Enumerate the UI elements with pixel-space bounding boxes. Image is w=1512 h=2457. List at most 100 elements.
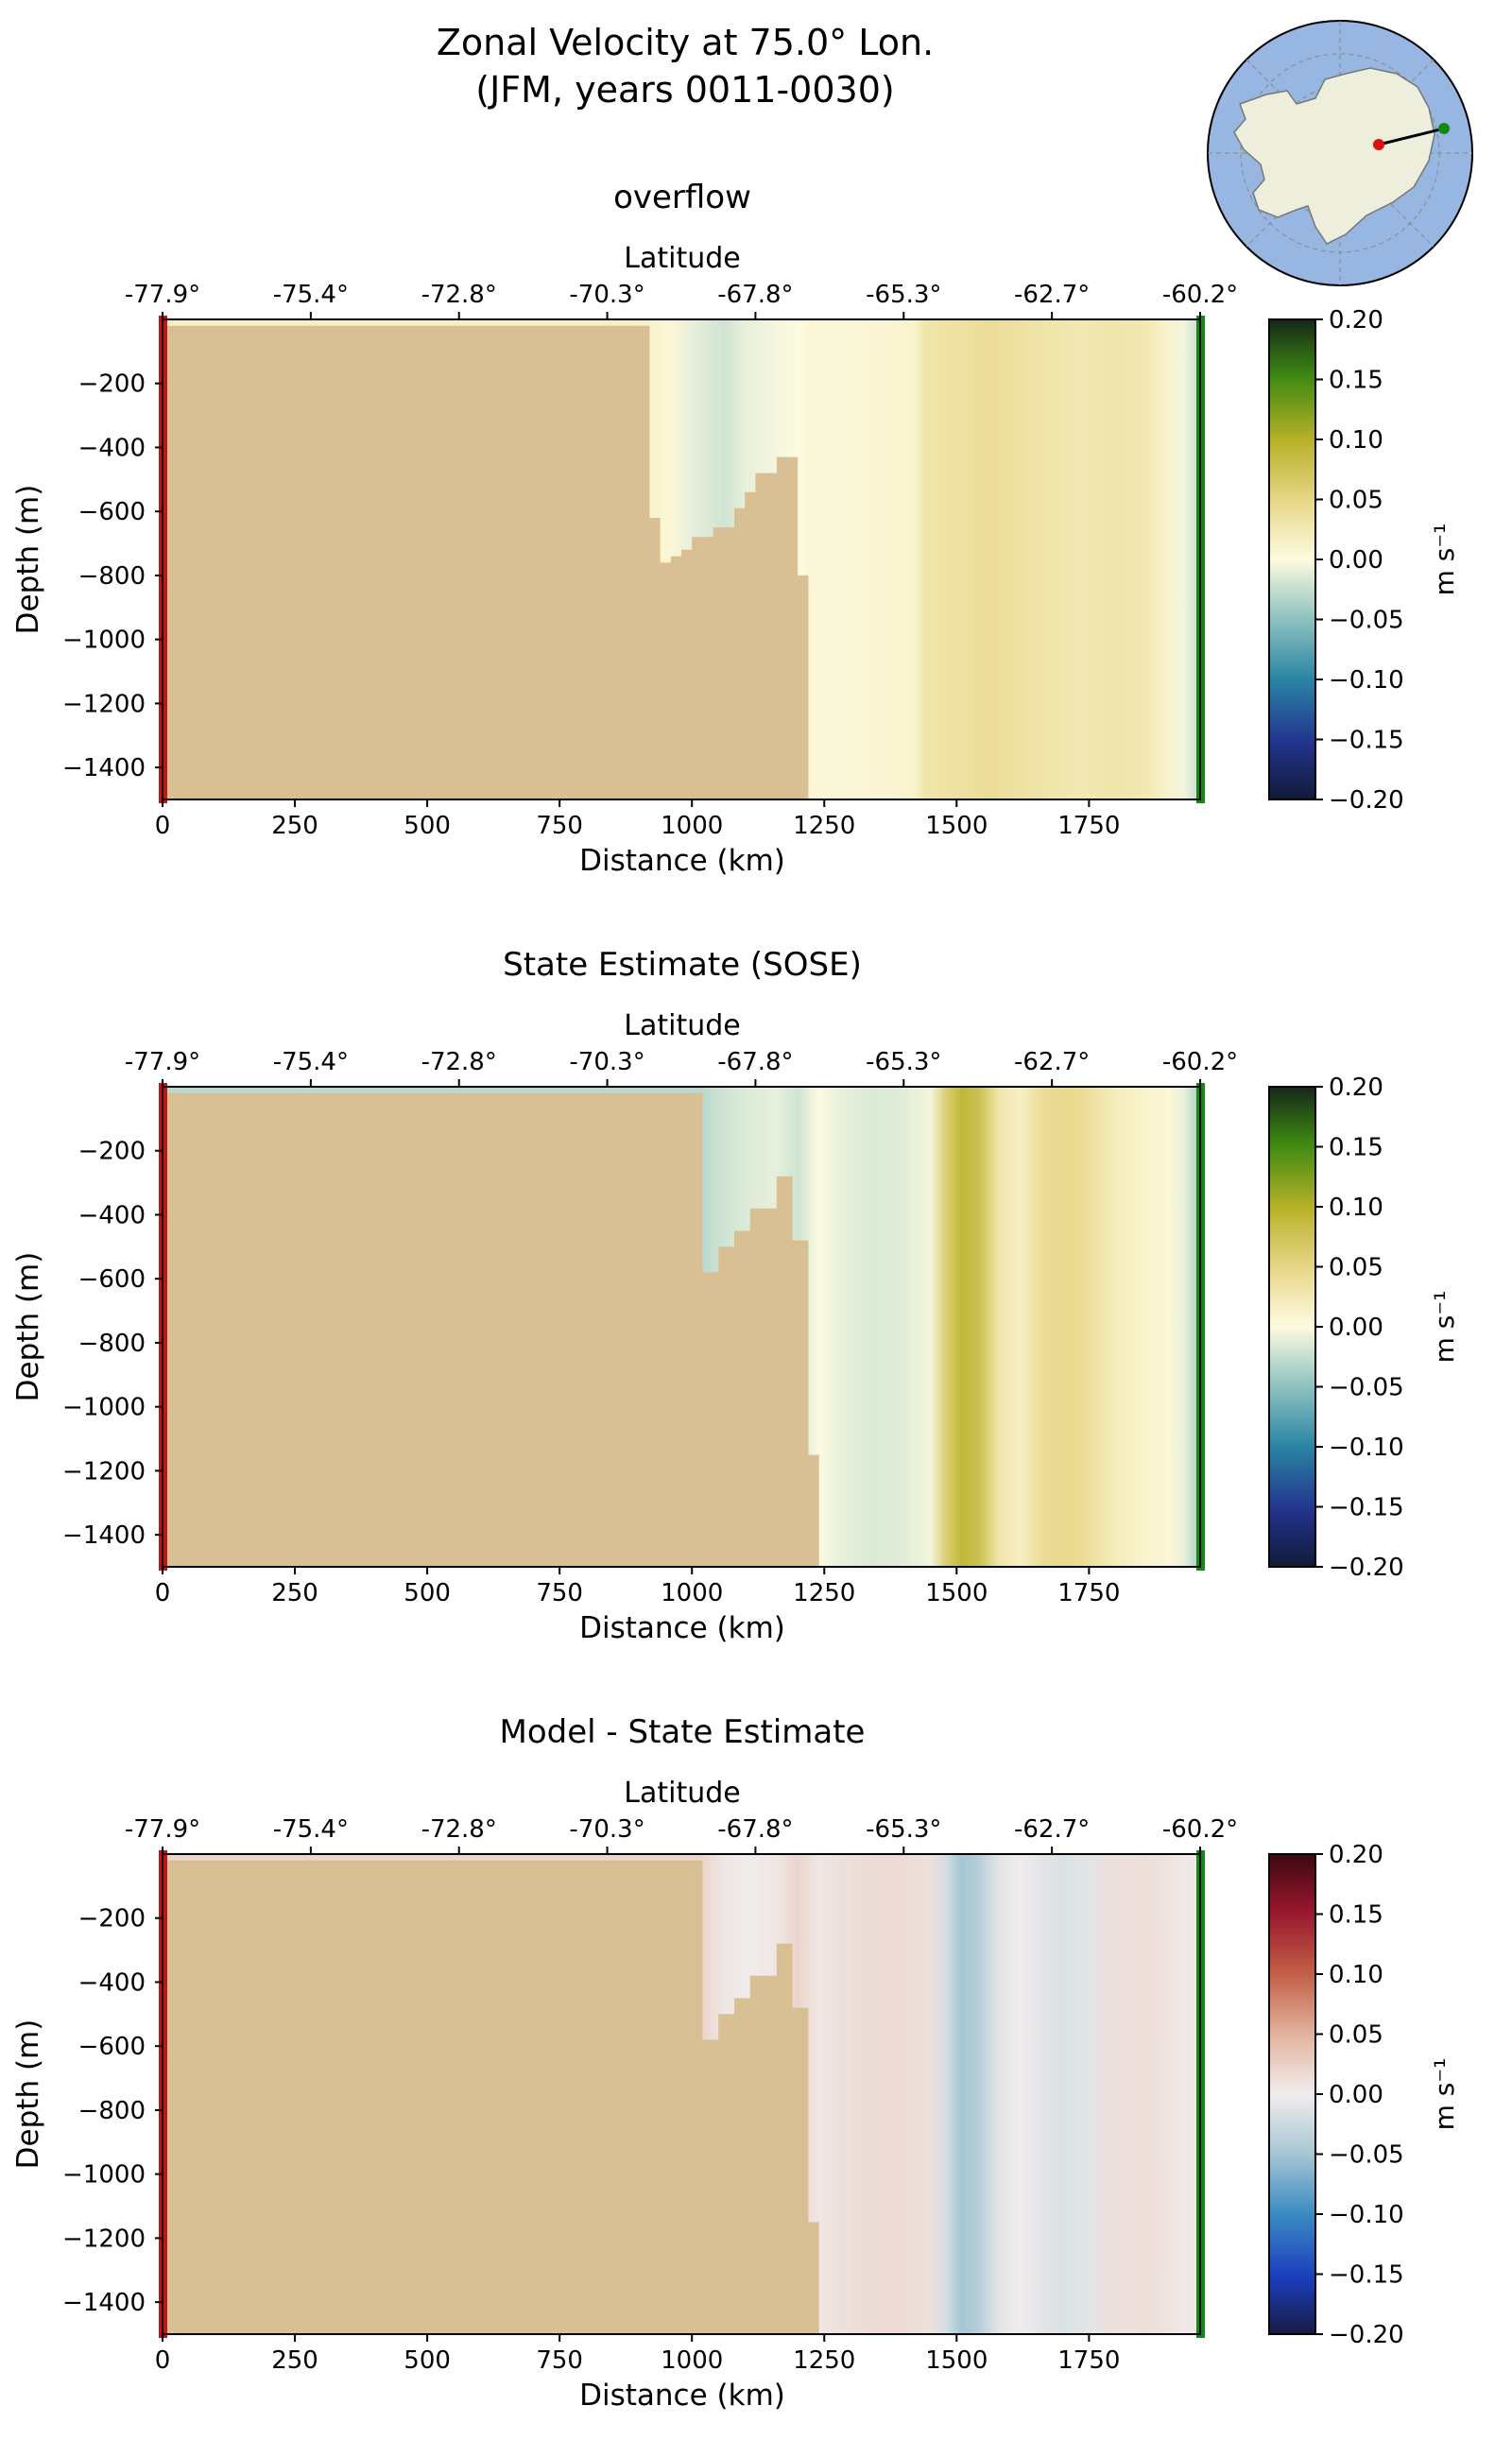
x-axis-label: Distance (km) — [579, 2379, 785, 2413]
colorbar — [1268, 1853, 1316, 2335]
colorbar-tick-label: 0.10 — [1329, 1961, 1383, 1989]
x-tick-label: 250 — [271, 1579, 318, 1607]
colorbar-tick-label: −0.10 — [1329, 1434, 1404, 1462]
colorbar-tick-label: −0.20 — [1329, 786, 1404, 815]
colorbar-label: m s⁻¹ — [1429, 524, 1460, 596]
colorbar-tick-label: 0.05 — [1329, 2021, 1383, 2050]
x-tick-label: 750 — [536, 2346, 583, 2375]
latitude-tick-label: -67.8° — [717, 1815, 793, 1844]
y-tick-label: −400 — [78, 1968, 146, 1997]
panel-title: State Estimate (SOSE) — [503, 946, 862, 984]
colorbar-tick-label: 0.10 — [1329, 426, 1383, 455]
y-tick-label: −1400 — [62, 2289, 146, 2317]
latitude-tick-label: -65.3° — [866, 281, 941, 309]
latitude-tick-label: -60.2° — [1162, 281, 1238, 309]
y-tick-label: −1200 — [62, 2225, 146, 2253]
latitude-tick-label: -72.8° — [421, 1048, 497, 1076]
latitude-tick-label: -75.4° — [273, 281, 349, 309]
x-tick-label: 1500 — [925, 1579, 988, 1607]
colorbar-label: m s⁻¹ — [1429, 1291, 1460, 1364]
colorbar-tick-label: 0.05 — [1329, 1254, 1383, 1282]
x-axis-label: Distance (km) — [579, 844, 785, 878]
latitude-tick-label: -62.7° — [1014, 1815, 1090, 1844]
latitude-tick-label: -77.9° — [125, 1048, 200, 1076]
latitude-tick-label: -72.8° — [421, 1815, 497, 1844]
colorbar-tick-label: −0.20 — [1329, 2321, 1404, 2349]
latitude-tick-label: -77.9° — [125, 1815, 200, 1844]
x-tick-label: 0 — [155, 2346, 171, 2375]
x-tick-label: 1250 — [793, 2346, 855, 2375]
y-tick-label: −800 — [78, 562, 146, 591]
x-tick-label: 750 — [536, 1579, 583, 1607]
locator-map — [1207, 20, 1473, 286]
colorbar-label: m s⁻¹ — [1429, 2058, 1460, 2131]
axes-frame — [162, 1086, 1201, 1568]
latitude-tick-label: -67.8° — [717, 1048, 793, 1076]
y-tick-label: −200 — [78, 370, 146, 399]
latitude-tick-label: -60.2° — [1162, 1815, 1238, 1844]
x-tick-label: 1250 — [793, 1579, 855, 1607]
colorbar-tick-label: 0.20 — [1329, 306, 1383, 335]
x-tick-label: 1000 — [661, 812, 723, 840]
x-tick-label: 0 — [155, 812, 171, 840]
x-tick-label: 1000 — [661, 1579, 723, 1607]
y-axis-label: Depth (m) — [11, 2019, 45, 2170]
panel-2: State Estimate (SOSE) Latitude 0 250 500 750 1… — [11, 946, 1460, 1645]
bathymetry-land-mask — [163, 319, 809, 799]
y-tick-label: −600 — [78, 2033, 146, 2061]
colorbar-tick-label: 0.15 — [1329, 1901, 1383, 1930]
top-axis-label: Latitude — [624, 1009, 740, 1042]
latitude-tick-label: -70.3° — [569, 1815, 644, 1844]
colorbar-tick-label: 0.05 — [1329, 487, 1383, 515]
y-tick-label: −1000 — [62, 627, 146, 655]
latitude-tick-label: -70.3° — [569, 1048, 644, 1076]
colorbar-tick-label: 0.00 — [1329, 1314, 1383, 1342]
y-tick-label: −1200 — [62, 1457, 146, 1486]
x-tick-label: 250 — [271, 2346, 318, 2375]
y-tick-label: −1200 — [62, 690, 146, 718]
colorbar-tick-label: 0.00 — [1329, 2081, 1383, 2109]
latitude-tick-label: -75.4° — [273, 1048, 349, 1076]
y-tick-label: −600 — [78, 498, 146, 526]
colorbar-tick-label: −0.05 — [1329, 2141, 1404, 2170]
x-tick-label: 1750 — [1057, 1579, 1120, 1607]
section-end-marker — [1438, 123, 1450, 134]
figure-title-line1: Zonal Velocity at 75.0° Lon. — [437, 22, 934, 63]
latitude-tick-label: -65.3° — [866, 1048, 941, 1076]
top-axis-label: Latitude — [624, 242, 740, 275]
y-tick-label: −200 — [78, 1138, 146, 1166]
y-axis-label: Depth (m) — [11, 1252, 45, 1402]
top-axis-label: Latitude — [624, 1777, 740, 1810]
x-tick-label: 500 — [404, 1579, 451, 1607]
colorbar-tick-label: −0.10 — [1329, 2201, 1404, 2229]
y-tick-label: −1400 — [62, 754, 146, 782]
antarctica-landmass — [1233, 67, 1435, 245]
colorbar — [1268, 1086, 1316, 1568]
y-tick-label: −400 — [78, 1201, 146, 1229]
figure-title-line2: (JFM, years 0011-0030) — [475, 69, 894, 111]
bathymetry-land-mask — [163, 1087, 819, 1567]
x-tick-label: 1750 — [1057, 812, 1120, 840]
latitude-tick-label: -70.3° — [569, 281, 644, 309]
latitude-tick-label: -62.7° — [1014, 281, 1090, 309]
latitude-tick-label: -65.3° — [866, 1815, 941, 1844]
section-line — [1378, 127, 1445, 146]
x-tick-label: 1250 — [793, 812, 855, 840]
x-tick-label: 500 — [404, 2346, 451, 2375]
y-tick-label: −800 — [78, 2097, 146, 2125]
x-tick-label: 500 — [404, 812, 451, 840]
colorbar-tick-label: 0.20 — [1329, 1841, 1383, 1869]
x-tick-label: 250 — [271, 812, 318, 840]
panel-title: overflow — [613, 179, 751, 216]
colorbar-tick-label: −0.05 — [1329, 1374, 1404, 1402]
y-tick-label: −1400 — [62, 1521, 146, 1550]
section-start-marker — [1373, 139, 1384, 150]
axes-frame — [162, 318, 1201, 800]
colorbar-tick-label: −0.10 — [1329, 666, 1404, 695]
colorbar-tick-label: 0.15 — [1329, 367, 1383, 395]
colorbar-tick-label: 0.15 — [1329, 1134, 1383, 1162]
panel-1: overflow Latitude 0 250 500 750 1000 1250 1500 17… — [11, 179, 1460, 878]
x-tick-label: 0 — [155, 1579, 171, 1607]
colorbar-tick-label: −0.20 — [1329, 1554, 1404, 1582]
